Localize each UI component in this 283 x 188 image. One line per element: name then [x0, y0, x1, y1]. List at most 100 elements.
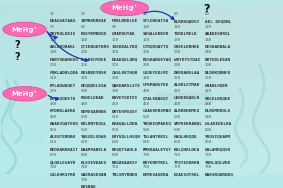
Text: 710: 710: [174, 153, 181, 157]
Text: 590: 590: [174, 128, 181, 132]
Text: QSEELKRHKE: QSEELKRHKE: [174, 45, 200, 49]
Text: 360: 360: [205, 76, 212, 80]
Text: ELESEVDAES: ELESEVDAES: [81, 161, 107, 165]
Text: 730: 730: [50, 165, 57, 169]
Text: DRTEDLEEAR: DRTEDLEEAR: [205, 58, 231, 62]
Text: 300: 300: [205, 63, 212, 67]
Text: DVERANSLAA: DVERANSLAA: [174, 71, 200, 75]
Text: KOLQHRLDEA: KOLQHRLDEA: [174, 148, 200, 152]
Text: 20: 20: [81, 12, 86, 16]
Text: 80: 80: [81, 25, 86, 29]
Text: TYQTEEDKKN: TYQTEEDKKN: [174, 161, 200, 165]
Text: QLQKLESAYR: QLQKLESAYR: [50, 161, 76, 165]
Text: 380: 380: [81, 89, 88, 93]
Text: FARYOBARHOO: FARYOBARHOO: [50, 58, 79, 62]
Ellipse shape: [3, 22, 46, 37]
Text: 240: 240: [205, 50, 212, 55]
Text: 290: 290: [174, 63, 181, 67]
Text: DIAESQYSKL: DIAESQYSKL: [174, 173, 200, 177]
Text: 310: 310: [50, 76, 57, 80]
Text: WRTKYSTDAI: WRTKYSTDAI: [174, 58, 200, 62]
Text: TSLANTKKXL: TSLANTKKXL: [143, 135, 169, 139]
Text: KYLADWAQKT: KYLADWAQKT: [50, 83, 76, 87]
Text: LTRQKQAYTQ: LTRQKQAYTQ: [143, 45, 169, 49]
Text: 660: 660: [205, 140, 212, 144]
Text: ERANLOQER: ERANLOQER: [205, 83, 228, 87]
Text: BLRKKQADSY: BLRKKQADSY: [174, 19, 200, 23]
Text: 200: 200: [81, 50, 88, 55]
Text: 50: 50: [174, 12, 179, 16]
Text: 510: 510: [112, 115, 119, 119]
Text: 530: 530: [174, 115, 181, 119]
Text: KSHELEKAK: KSHELEKAK: [81, 96, 105, 100]
Text: KQSNAE: KQSNAE: [81, 185, 97, 188]
Text: 690: 690: [112, 153, 119, 157]
Text: 150: 150: [112, 38, 119, 42]
Text: LOAEVKRSMNO: LOAEVKRSMNO: [143, 109, 172, 113]
Text: ?: ?: [203, 4, 209, 14]
Text: KHVETEKTEI: KHVETEKTEI: [112, 96, 138, 100]
Text: LQLKVKSYKR: LQLKVKSYKR: [50, 173, 76, 177]
Text: 780: 780: [205, 165, 212, 169]
Text: HAARSQATERQ: HAARSQATERQ: [50, 122, 79, 126]
Text: 400: 400: [143, 89, 150, 93]
Text: CASLEKTHQR: CASLEKTHQR: [112, 71, 138, 75]
Text: AKADESHRGL: AKADESHRGL: [205, 32, 231, 36]
Text: 740: 740: [81, 165, 88, 169]
Text: ALRKKKKMEO: ALRKKKKMEO: [174, 109, 200, 113]
Text: 350: 350: [174, 76, 181, 80]
Text: EEMEQAKRNS: EEMEQAKRNS: [81, 109, 107, 113]
Text: ?: ?: [15, 52, 20, 62]
Text: 90: 90: [112, 25, 117, 29]
Ellipse shape: [101, 0, 149, 16]
Text: 770: 770: [174, 165, 181, 169]
Text: 260: 260: [81, 63, 88, 67]
Text: QTALEBAEQT: QTALEBAEQT: [143, 96, 169, 100]
Text: RMKKAALEYSY: RMKKAALEYSY: [143, 148, 172, 152]
Text: YOOSIQEARM: YOOSIQEARM: [205, 135, 231, 139]
Text: STLOHEATSA: STLOHEATSA: [143, 19, 169, 23]
Text: 10: 10: [50, 12, 55, 16]
Text: YAEGELVDAS: YAEGELVDAS: [81, 135, 107, 139]
Text: 40: 40: [143, 12, 148, 16]
Text: LEHEEDAKLR: LEHEEDAKLR: [174, 96, 200, 100]
Text: 410: 410: [174, 89, 181, 93]
Text: FQKLADRLQDA: FQKLADRLQDA: [50, 71, 79, 75]
Text: 110: 110: [174, 25, 181, 29]
Text: DEAKQELQRQ: DEAKQELQRQ: [112, 58, 138, 62]
Text: ERYVQLLHSQN: ERYVQLLHSQN: [112, 135, 141, 139]
Text: 650: 650: [174, 140, 181, 144]
Text: 170: 170: [174, 38, 181, 42]
Text: 120: 120: [205, 25, 212, 29]
Text: 570: 570: [112, 128, 119, 132]
Text: QTIENGEFBRQ: QTIENGEFBRQ: [81, 45, 110, 49]
Text: 520: 520: [143, 115, 150, 119]
Text: DLTEOQEETD: DLTEOQEETD: [50, 96, 76, 100]
Text: 630: 630: [112, 140, 119, 144]
Text: 480: 480: [205, 102, 212, 106]
Text: RISKANSEYAQ: RISKANSEYAQ: [143, 58, 172, 62]
Text: YRQHEQMAKEQ: YRQHEQMAKEQ: [143, 122, 172, 126]
Text: EESKAKNALA: EESKAKNALA: [205, 45, 231, 49]
Text: 610: 610: [50, 140, 57, 144]
Text: 540: 540: [205, 115, 212, 119]
Text: 280: 280: [143, 63, 150, 67]
Text: YHRLQQLVDK: YHRLQQLVDK: [205, 161, 231, 165]
Text: 180: 180: [205, 38, 212, 42]
Text: 270: 270: [112, 63, 119, 67]
Text: 420: 420: [205, 89, 212, 93]
Text: 760: 760: [143, 165, 150, 169]
Text: QAKDARSLSTE: QAKDARSLSTE: [112, 83, 141, 87]
Text: 430: 430: [50, 102, 57, 106]
Ellipse shape: [3, 86, 46, 101]
Text: 600: 600: [205, 128, 212, 132]
Text: LOOEYEDLMI: LOOEYEDLMI: [143, 71, 169, 75]
Text: EESNEKYNSK: EESNEKYNSK: [81, 71, 107, 75]
Text: RKYERRYKEL: RKYERRYKEL: [143, 161, 169, 165]
Text: ISEKDALYBQ: ISEKDALYBQ: [112, 45, 138, 49]
Text: 790: 790: [81, 178, 88, 182]
Text: 450: 450: [112, 102, 119, 106]
Text: 680: 680: [81, 153, 88, 157]
Text: EEAGGATAAG: EEAGGATAAG: [50, 19, 76, 23]
Text: 750: 750: [112, 165, 119, 169]
